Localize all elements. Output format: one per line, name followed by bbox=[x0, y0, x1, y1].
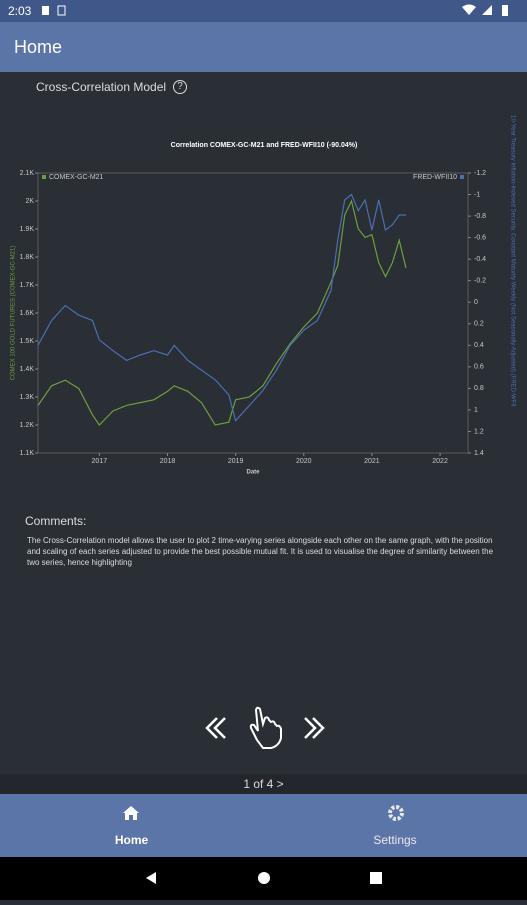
legend-label: FRED-WFII10 bbox=[413, 174, 457, 181]
y2-tick-label: 1 bbox=[474, 407, 478, 414]
y2-tick-label: -1 bbox=[474, 191, 480, 198]
y-tick-label: 1.4K bbox=[20, 366, 35, 373]
pager[interactable]: 1 of 4 > bbox=[0, 774, 527, 794]
legend-label: COMEX-GC-M21 bbox=[49, 174, 104, 181]
x-axis-label: Date bbox=[246, 470, 260, 476]
x-tick-label: 2017 bbox=[92, 458, 108, 465]
system-nav bbox=[0, 857, 527, 900]
status-bar: 2:03 bbox=[0, 0, 527, 22]
chart: Correlation COMEX-GC-M21 and FRED-WFII10… bbox=[11, 115, 516, 476]
clock: 2:03 bbox=[8, 4, 32, 18]
comments-heading: Comments: bbox=[25, 514, 87, 528]
y2-tick-label: -1.2 bbox=[474, 170, 486, 177]
y2-tick-label: 0.2 bbox=[474, 321, 484, 328]
y-tick-label: 1.5K bbox=[20, 338, 35, 345]
x-tick-label: 2019 bbox=[228, 458, 244, 465]
x-tick-label: 2021 bbox=[364, 458, 380, 465]
app-title: Home bbox=[14, 37, 63, 57]
bottom-nav: Home Settings bbox=[0, 794, 527, 857]
x-tick-label: 2020 bbox=[296, 458, 312, 465]
section-title: Cross-Correlation Model bbox=[36, 80, 167, 94]
y-tick-label: 1.7K bbox=[20, 282, 35, 289]
system-nav-buttons bbox=[146, 872, 382, 884]
y-tick-label: 1.9K bbox=[20, 226, 35, 233]
y2-tick-label: 0.4 bbox=[474, 342, 484, 349]
y2-axis-label: 10-Year Treasury Inflation-Indexed Secur… bbox=[509, 115, 515, 407]
y2-tick-label: -0.6 bbox=[474, 234, 486, 241]
y2-tick-label: -0.4 bbox=[474, 256, 486, 263]
next-arrow[interactable] bbox=[304, 717, 325, 739]
y-tick-label: 2.1K bbox=[20, 170, 35, 177]
y2-tick-label: -0.2 bbox=[474, 278, 486, 285]
app-bar: Home bbox=[0, 22, 527, 72]
prev-arrow[interactable] bbox=[205, 717, 226, 739]
y-tick-label: 1.6K bbox=[20, 310, 35, 317]
x-tick-label: 2022 bbox=[432, 458, 448, 465]
legend-swatch bbox=[42, 175, 46, 179]
comments-text: The Cross-Correlation model allows the u… bbox=[27, 536, 494, 567]
y-tick-label: 1.1K bbox=[20, 450, 35, 457]
home-icon bbox=[123, 806, 139, 820]
y2-tick-label: 0.6 bbox=[474, 364, 484, 371]
swipe-hand bbox=[249, 706, 282, 749]
system-icons bbox=[462, 4, 508, 16]
y-tick-label: 2K bbox=[25, 198, 34, 205]
series-line bbox=[37, 199, 407, 426]
series-line bbox=[37, 193, 406, 422]
y2-tick-label: 0 bbox=[474, 299, 478, 306]
y-tick-label: 1.3K bbox=[20, 394, 35, 401]
legend-swatch bbox=[460, 175, 464, 179]
y-axis-label: COMEX 100 GOLD FUTURES (COMEX-GC-M21) bbox=[11, 246, 17, 381]
x-tick-label: 2018 bbox=[160, 458, 176, 465]
settings-icon bbox=[388, 805, 404, 821]
y2-tick-label: 0.8 bbox=[474, 385, 484, 392]
nav-settings[interactable]: Settings bbox=[373, 833, 417, 847]
gesture-controls bbox=[205, 706, 325, 749]
y-tick-label: 1.8K bbox=[20, 254, 35, 261]
y2-tick-label: 1.2 bbox=[474, 428, 484, 435]
chart-title: Correlation COMEX-GC-M21 and FRED-WFII10… bbox=[171, 142, 358, 149]
status-icons bbox=[42, 5, 66, 16]
y2-tick-label: -0.8 bbox=[474, 213, 486, 220]
help-icon[interactable]: ? bbox=[173, 80, 187, 94]
y2-tick-label: 1.4 bbox=[474, 450, 484, 457]
y-tick-label: 1.2K bbox=[20, 422, 35, 429]
nav-home[interactable]: Home bbox=[114, 833, 149, 847]
